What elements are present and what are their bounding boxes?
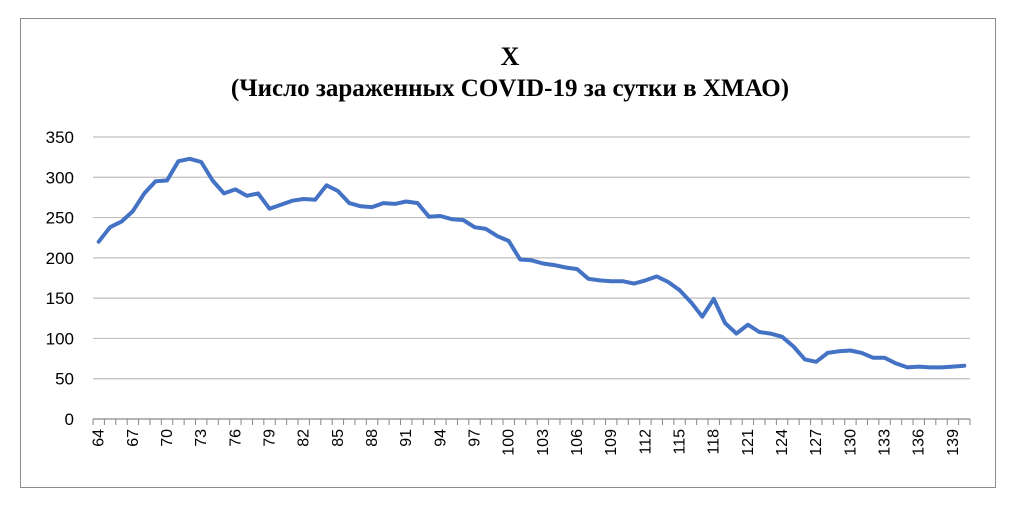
chart-title: X bbox=[500, 42, 520, 71]
x-tick-label: 112 bbox=[637, 429, 654, 455]
x-tick-label: 121 bbox=[740, 429, 757, 456]
x-tick-label: 103 bbox=[535, 429, 552, 456]
x-tick-label: 88 bbox=[364, 429, 381, 447]
y-tick-label: 150 bbox=[46, 289, 74, 308]
y-tick-label: 300 bbox=[46, 168, 74, 187]
x-tick-label: 97 bbox=[467, 429, 484, 447]
y-axis-ticks: 0 50 100 150 200 250 300 350 bbox=[46, 128, 74, 429]
x-tick-label: 115 bbox=[672, 429, 689, 455]
y-tick-label: 50 bbox=[55, 370, 74, 389]
x-tick-label: 100 bbox=[501, 429, 518, 456]
series-line-0 bbox=[96, 156, 967, 370]
x-tick-label: 70 bbox=[159, 429, 176, 447]
x-tick-label: 118 bbox=[706, 429, 723, 455]
y-tick-label: 0 bbox=[65, 410, 74, 429]
y-tick-label: 350 bbox=[46, 128, 74, 147]
chart-subtitle: (Число зараженных COVID-19 за сутки в ХМ… bbox=[230, 75, 790, 102]
x-tick-label: 73 bbox=[193, 429, 210, 447]
y-tick-label: 100 bbox=[46, 329, 74, 348]
x-tick-label: 109 bbox=[603, 429, 620, 456]
y-tick-label: 250 bbox=[46, 209, 74, 228]
x-tick-label: 85 bbox=[330, 429, 347, 447]
chart-frame bbox=[20, 18, 996, 488]
x-tick-label: 64 bbox=[91, 429, 108, 447]
x-tick-label: 106 bbox=[569, 429, 586, 456]
x-tick-label: 133 bbox=[877, 429, 894, 456]
gridlines bbox=[93, 136, 970, 420]
x-tick-label: 67 bbox=[125, 429, 142, 447]
x-tick-label: 94 bbox=[432, 429, 449, 447]
x-tick-label: 127 bbox=[808, 429, 825, 456]
y-tick-label: 200 bbox=[46, 249, 74, 268]
x-tick-label: 76 bbox=[227, 429, 244, 447]
x-tick-label: 136 bbox=[911, 429, 928, 456]
x-tick-label: 130 bbox=[842, 429, 859, 456]
x-tick-label: 79 bbox=[262, 429, 279, 447]
x-tick-label: 139 bbox=[945, 429, 962, 456]
x-axis: 64 67 70 73 76 79 82 85 88 91 94 97 100 103 106 109 112 1… bbox=[91, 419, 971, 456]
x-tick-label: 124 bbox=[774, 429, 791, 456]
x-tick-label: 91 bbox=[398, 429, 415, 447]
series-group bbox=[96, 156, 967, 370]
x-tick-label: 82 bbox=[296, 429, 313, 447]
